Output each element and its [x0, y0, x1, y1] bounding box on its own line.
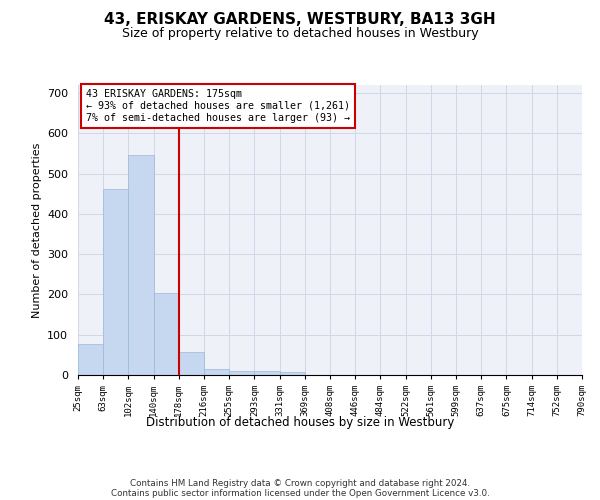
Text: Contains HM Land Registry data © Crown copyright and database right 2024.: Contains HM Land Registry data © Crown c… — [130, 478, 470, 488]
Text: Size of property relative to detached houses in Westbury: Size of property relative to detached ho… — [122, 28, 478, 40]
Bar — [128, 154, 154, 375]
Bar — [254, 371, 280, 375]
Text: 43 ERISKAY GARDENS: 175sqm
← 93% of detached houses are smaller (1,261)
7% of se: 43 ERISKAY GARDENS: 175sqm ← 93% of deta… — [86, 90, 350, 122]
Y-axis label: Number of detached properties: Number of detached properties — [32, 142, 41, 318]
Bar — [78, 344, 103, 375]
Text: Contains public sector information licensed under the Open Government Licence v3: Contains public sector information licen… — [110, 488, 490, 498]
Bar — [280, 372, 305, 375]
Text: Distribution of detached houses by size in Westbury: Distribution of detached houses by size … — [146, 416, 454, 429]
Bar — [204, 369, 229, 375]
Text: 43, ERISKAY GARDENS, WESTBURY, BA13 3GH: 43, ERISKAY GARDENS, WESTBURY, BA13 3GH — [104, 12, 496, 28]
Bar — [154, 293, 179, 375]
Bar — [103, 189, 128, 375]
Bar — [229, 371, 254, 375]
Bar — [179, 352, 204, 375]
